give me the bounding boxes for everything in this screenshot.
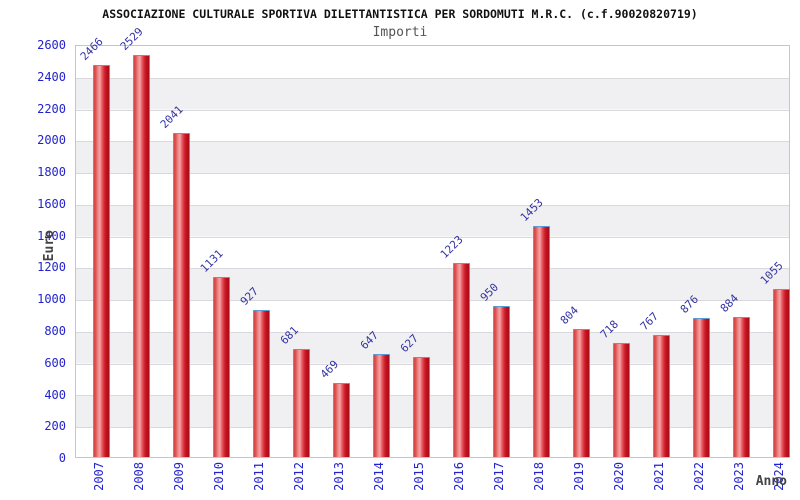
y-axis-title: Euro xyxy=(42,230,57,262)
bar-value-label: 767 xyxy=(637,309,661,334)
y-tick-label: 1200 xyxy=(37,260,66,275)
grid-line xyxy=(76,331,789,333)
grid-line xyxy=(76,173,789,175)
bar xyxy=(172,132,190,457)
grid-line xyxy=(76,395,789,397)
y-tick-label: 1600 xyxy=(37,196,66,211)
x-tick-label: 2017 xyxy=(492,462,506,491)
grid-line xyxy=(76,427,789,429)
bar xyxy=(492,306,510,457)
x-tick-label: 2009 xyxy=(172,462,186,491)
grid-line xyxy=(76,141,789,143)
y-tick-label: 2200 xyxy=(37,101,66,116)
bar-value-label: 718 xyxy=(597,317,621,341)
y-tick-label: 1400 xyxy=(37,228,66,243)
x-tick-label: 2019 xyxy=(572,462,586,491)
grid-line xyxy=(76,268,789,270)
bar xyxy=(332,382,350,457)
bar-value-label: 1055 xyxy=(757,259,786,288)
bar xyxy=(572,329,590,457)
y-tick-label: 200 xyxy=(44,419,66,434)
y-tick-label: 600 xyxy=(44,355,66,370)
bar xyxy=(412,357,430,457)
x-tick-label: 2023 xyxy=(732,462,746,491)
y-tick-label: 1800 xyxy=(37,165,66,180)
grid-line xyxy=(76,236,789,238)
x-tick-label: 2010 xyxy=(212,462,226,491)
bar-value-label: 876 xyxy=(677,292,701,316)
x-tick-label: 2011 xyxy=(252,462,266,491)
x-tick-label: 2021 xyxy=(652,462,666,491)
bar-value-label: 1453 xyxy=(517,196,546,225)
x-tick-label: 2013 xyxy=(332,462,346,491)
bar xyxy=(732,316,750,457)
x-tick-label: 2007 xyxy=(92,462,106,491)
x-tick-label: 2020 xyxy=(612,462,626,491)
grid-line xyxy=(76,109,789,111)
bar xyxy=(92,65,110,457)
bar xyxy=(652,335,670,457)
bar-value-label: 804 xyxy=(557,304,581,328)
bar-value-label: 1131 xyxy=(197,247,226,276)
y-tick-label: 0 xyxy=(58,451,66,465)
bar-value-label: 681 xyxy=(277,323,301,347)
bar xyxy=(132,55,150,457)
bar-value-label: 627 xyxy=(397,332,421,356)
bar xyxy=(692,317,710,457)
grid-line xyxy=(76,363,789,365)
bar-value-label: 2041 xyxy=(157,102,186,131)
y-tick-label: 2600 xyxy=(37,38,66,52)
bar xyxy=(212,277,230,457)
bar-value-label: 927 xyxy=(237,284,261,308)
x-tick-label: 2012 xyxy=(292,462,306,491)
x-tick-label: 2022 xyxy=(692,462,706,491)
chart-subtitle: Importi xyxy=(372,25,428,40)
y-tick-label: 400 xyxy=(44,387,66,402)
y-tick-label: 2000 xyxy=(37,133,66,148)
plot-area: 2466 2529 2041 1131 927 681 469 647 627 1223 950 14… xyxy=(75,25,790,458)
bar xyxy=(292,348,310,457)
bar xyxy=(532,226,550,457)
x-tick-label: 2015 xyxy=(412,462,426,491)
bar xyxy=(372,354,390,457)
x-axis-title: Anno xyxy=(755,474,787,489)
grid-line xyxy=(76,300,789,302)
y-tick-label: 2400 xyxy=(37,69,66,84)
y-tick-label: 1000 xyxy=(37,292,66,307)
chart-title: ASSOCIAZIONE CULTURALE SPORTIVA DILETTAN… xyxy=(102,7,698,21)
bar xyxy=(452,262,470,457)
grid-line xyxy=(76,77,789,79)
bar-value-label: 884 xyxy=(717,291,741,315)
x-tick-label: 2016 xyxy=(452,462,466,491)
y-tick-label: 800 xyxy=(44,323,66,338)
bar-value-label: 469 xyxy=(317,357,341,381)
bar xyxy=(252,309,270,457)
x-tick-label: 2018 xyxy=(532,462,546,491)
x-tick-label: 2008 xyxy=(132,462,146,491)
bar xyxy=(772,289,790,457)
grid-line xyxy=(76,204,789,206)
x-tick-label: 2014 xyxy=(372,462,386,491)
bar xyxy=(612,342,630,457)
